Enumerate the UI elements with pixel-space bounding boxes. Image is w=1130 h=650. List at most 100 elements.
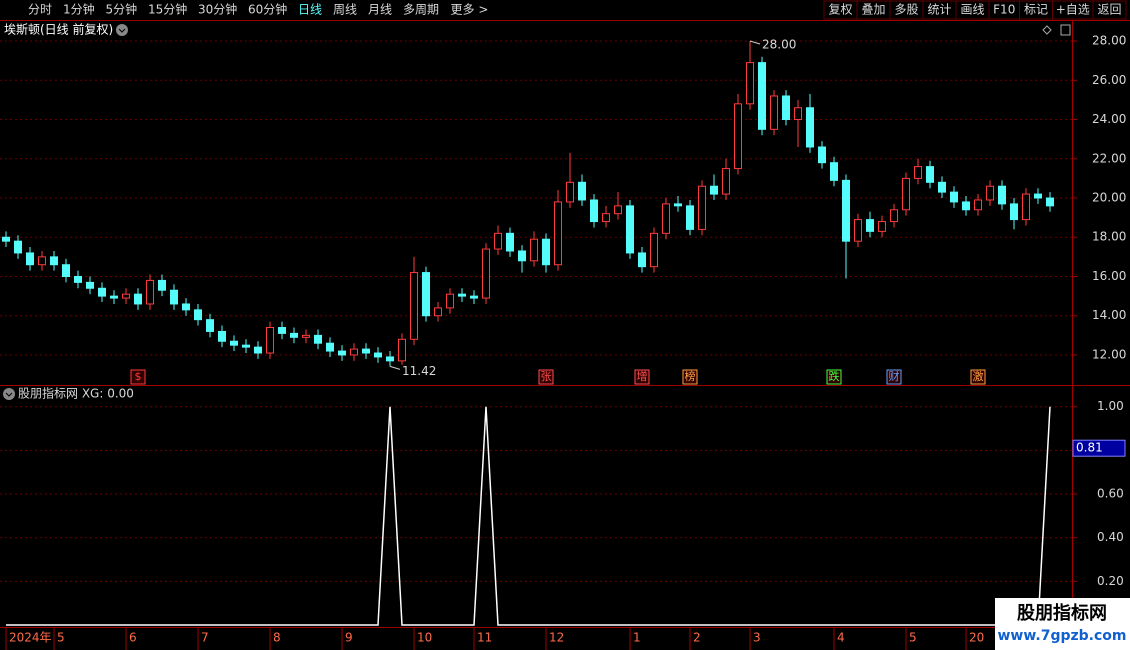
toolbar-tab[interactable]: 60分钟 — [248, 2, 287, 17]
event-label[interactable]: 增 — [637, 369, 648, 383]
candle-body — [206, 319, 214, 332]
toolbar-button-label[interactable]: 叠加 — [861, 3, 885, 17]
candle-body — [914, 166, 922, 179]
candle-body — [806, 107, 814, 148]
diamond-icon[interactable] — [1042, 25, 1052, 35]
candle-body — [686, 205, 694, 230]
y-tick-label: 22.00 — [1092, 151, 1126, 165]
x-tick-label: 10 — [417, 631, 432, 645]
candle-body — [974, 199, 982, 211]
candle-body — [302, 334, 310, 338]
toolbar-tab[interactable]: 多周期 — [403, 3, 439, 17]
x-tick-label: 7 — [201, 631, 209, 645]
high-pointer — [749, 40, 761, 45]
candle-body — [266, 327, 274, 354]
candle-body — [374, 352, 382, 358]
candle-body — [134, 293, 142, 305]
candle-body — [926, 166, 934, 183]
candle-body — [674, 203, 682, 207]
candle-body — [854, 219, 862, 242]
candle-body — [962, 201, 970, 211]
x-tick-label: 2024年 — [9, 631, 52, 645]
x-tick-label: 2 — [693, 631, 701, 645]
candle-body — [1034, 193, 1042, 199]
toolbar-button-label[interactable]: F10 — [993, 3, 1015, 17]
toolbar-tab[interactable]: 周线 — [333, 3, 357, 17]
toolbar-tab[interactable]: 1分钟 — [63, 2, 95, 17]
candle-body — [182, 303, 190, 311]
y-tick-label: 24.00 — [1092, 112, 1126, 126]
event-label[interactable]: 张 — [541, 370, 552, 383]
candle-body — [938, 181, 946, 193]
candle-body — [1010, 203, 1018, 221]
y-tick-label: 18.00 — [1092, 230, 1126, 244]
candle-body — [542, 238, 550, 266]
event-label[interactable]: 跌 — [829, 369, 840, 383]
event-label[interactable]: 激 — [973, 369, 984, 383]
candle-body — [386, 356, 394, 362]
event-icon[interactable] — [538, 369, 554, 385]
toolbar-button[interactable] — [823, 0, 858, 20]
y-tick-label: 26.00 — [1092, 73, 1126, 87]
candle-body — [290, 332, 298, 338]
candle-body — [314, 334, 322, 344]
toolbar-tab[interactable]: 更多 > — [451, 3, 489, 17]
toolbar-tab[interactable]: 30分钟 — [198, 2, 237, 17]
chevron — [5, 392, 13, 397]
candle-body — [50, 256, 58, 266]
candle-body — [758, 62, 766, 130]
toolbar-tab[interactable]: 月线 — [368, 3, 392, 17]
event-label[interactable]: 榜 — [685, 369, 696, 383]
y-tick-label: 14.00 — [1092, 308, 1126, 322]
candle-body — [866, 219, 874, 232]
panel-icon[interactable] — [1060, 24, 1071, 36]
candle-body — [578, 181, 586, 201]
toolbar-button-label[interactable]: 多股 — [894, 3, 918, 17]
toolbar-button-label[interactable]: 统计 — [927, 3, 951, 17]
toolbar-button-label[interactable]: 画线 — [960, 3, 984, 17]
candle-body — [470, 295, 478, 299]
event-icon[interactable] — [886, 369, 902, 385]
toolbar-tab[interactable]: 分时 — [28, 3, 52, 17]
indicator-menu-icon[interactable] — [3, 388, 15, 400]
candle-body — [626, 205, 634, 254]
y-tick-label: 0.20 — [1097, 574, 1124, 588]
title-menu-icon[interactable] — [116, 24, 128, 36]
candle-body — [494, 232, 502, 250]
toolbar-button-label[interactable]: 返回 — [1097, 3, 1121, 17]
cursor-value-box — [1072, 439, 1126, 457]
candle-body — [146, 279, 154, 305]
candle-body — [422, 272, 430, 317]
candle-body — [638, 252, 646, 268]
toolbar-tab[interactable]: 日线 — [298, 3, 322, 17]
toolbar-button-label[interactable]: 复权 — [828, 3, 852, 17]
candle-body — [326, 342, 334, 352]
event-label[interactable]: 财 — [889, 369, 900, 383]
toolbar-button-label[interactable]: 标记 — [1024, 3, 1048, 17]
x-tick-label: 8 — [273, 631, 281, 645]
event-label[interactable]: $ — [135, 370, 142, 383]
x-tick-label: 6 — [129, 631, 137, 645]
toolbar-tab[interactable]: 5分钟 — [106, 2, 138, 17]
candle-body — [398, 338, 406, 362]
candle-body — [818, 146, 826, 164]
candle-body — [446, 293, 454, 309]
candle-body — [530, 238, 538, 262]
toolbar-button-label[interactable]: +自选 — [1056, 3, 1090, 17]
candle-body — [122, 293, 130, 299]
chevron — [118, 28, 126, 33]
candle-body — [98, 287, 106, 297]
event-icon[interactable] — [826, 369, 842, 385]
event-icon[interactable] — [130, 369, 146, 385]
x-tick-label: 5 — [909, 631, 917, 645]
event-icon[interactable] — [682, 369, 698, 385]
low-label: 11.42 — [402, 364, 436, 378]
candle-body — [38, 256, 46, 266]
x-tick-label: 5 — [57, 631, 65, 645]
event-icon[interactable] — [970, 369, 986, 385]
candle-body — [242, 344, 250, 348]
candle-body — [86, 281, 94, 289]
event-icon[interactable] — [634, 369, 650, 385]
toolbar-tab[interactable]: 15分钟 — [148, 2, 187, 17]
